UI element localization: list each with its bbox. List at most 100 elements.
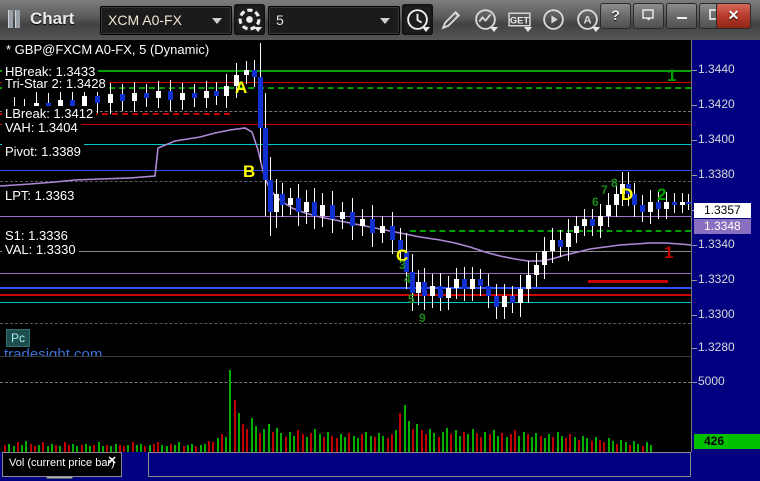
level-line-pivot	[0, 170, 691, 171]
candle-body	[258, 76, 263, 128]
volume-bar	[590, 440, 593, 453]
volume-bar	[314, 428, 317, 453]
price-tick: 1.3440	[692, 62, 735, 76]
candle-body	[274, 194, 279, 213]
candle-body	[598, 215, 603, 227]
minimize-button[interactable]	[666, 3, 697, 29]
volume-bar	[373, 436, 376, 453]
volume-bar	[607, 438, 610, 453]
volume-bar	[144, 446, 147, 453]
candle-body	[542, 250, 547, 265]
study-icon[interactable]	[470, 4, 501, 35]
volume-bar	[89, 446, 91, 453]
volume-bar	[599, 439, 601, 453]
volume-bar	[556, 431, 559, 453]
volume-bar	[106, 445, 108, 453]
close-button[interactable]: ✕	[716, 3, 751, 29]
candle-body	[454, 278, 459, 288]
volume-pointer-icon	[694, 434, 702, 449]
volume-bar	[191, 443, 193, 453]
volume-bar	[186, 445, 189, 453]
volume-bar	[497, 435, 499, 453]
candle-body	[58, 99, 63, 111]
volume-bar	[475, 432, 478, 453]
volume-bar	[203, 443, 206, 453]
marker-num-3: 3	[399, 258, 406, 272]
volume-bar	[650, 445, 652, 453]
price-label-lbreak: LBreak: 1.3412	[2, 106, 97, 122]
candle-body	[510, 296, 515, 304]
volume-bar	[284, 436, 287, 453]
volume-bar	[46, 446, 49, 453]
volume-bar	[305, 436, 308, 453]
get-icon[interactable]: GET	[504, 4, 535, 35]
candle-body	[582, 219, 587, 227]
volume-bar	[25, 440, 28, 453]
clock-icon[interactable]	[402, 4, 433, 35]
volume-bar	[110, 446, 113, 453]
volume-bar	[29, 443, 32, 453]
window-title: Chart	[30, 9, 75, 28]
volume-bar	[293, 435, 295, 453]
candle-body	[416, 282, 421, 293]
volume-bar	[84, 443, 87, 453]
marker-num-4: 4	[404, 272, 411, 286]
candle-body	[410, 271, 415, 293]
candle-body	[430, 285, 435, 297]
volume-bar	[339, 434, 342, 453]
volume-legend-tab[interactable]: Vol (current price bar) ✕	[2, 452, 122, 477]
level-line-green-dash-right	[410, 230, 691, 232]
level-line-red-partial	[588, 280, 668, 283]
chart-area: * GBP@FXCM A0-FX, 5 (Dynamic)	[0, 40, 760, 481]
candle-body	[478, 278, 483, 286]
candle-body	[70, 99, 75, 107]
volume-bar	[382, 435, 385, 453]
price-tick: 1.3400	[692, 132, 735, 146]
candle-body	[404, 250, 409, 272]
price-axis[interactable]: 1.3440 1.3420 1.3400 1.3380 1.3360 1.334…	[691, 40, 760, 452]
candle-body	[82, 96, 87, 107]
price-label-vah: VAH: 1.3404	[2, 120, 81, 136]
candle-body	[398, 240, 403, 251]
volume-bar	[424, 434, 427, 453]
candle-body	[640, 205, 645, 213]
tradesight-link[interactable]: tradesight.com	[4, 346, 103, 356]
marker-num-7: 7	[601, 183, 608, 197]
candle-body	[370, 219, 375, 234]
volume-bar	[458, 435, 461, 453]
candle-body	[360, 219, 365, 227]
help-button[interactable]: ?	[600, 3, 631, 29]
volume-bar	[140, 443, 142, 453]
volume-bar	[548, 434, 550, 453]
candle-body	[686, 201, 691, 204]
candle-body	[574, 226, 579, 234]
volume-bar	[63, 442, 66, 453]
volume-gridline	[0, 382, 691, 383]
volume-bar	[131, 442, 134, 453]
volume-bar	[450, 434, 453, 453]
volume-bar	[216, 438, 219, 453]
pencil-icon[interactable]	[436, 4, 467, 35]
price-pointer-icon	[694, 203, 703, 218]
symbol-combo[interactable]: XCM A0-FX	[100, 6, 232, 35]
volume-bar	[318, 434, 321, 453]
volume-bar	[620, 439, 623, 453]
candle-body	[268, 180, 273, 213]
candle-body	[626, 183, 631, 195]
gear-icon[interactable]	[234, 4, 265, 35]
candle-body	[470, 278, 475, 290]
close-icon[interactable]: ✕	[107, 455, 117, 467]
interval-combo[interactable]: 5	[268, 6, 400, 35]
volume-pane[interactable]	[0, 356, 691, 453]
volume-bar	[246, 428, 249, 453]
price-label-lpt: LPT: 1.3363	[2, 188, 78, 204]
annotation-icon[interactable]: A	[572, 4, 603, 35]
price-pointer-icon	[694, 219, 703, 234]
volume-bar	[416, 423, 419, 453]
volume-bar	[348, 432, 351, 453]
candle-body	[550, 240, 555, 251]
play-icon[interactable]	[538, 4, 569, 35]
restore-button[interactable]	[633, 3, 664, 29]
volume-bar	[645, 442, 648, 453]
price-pane[interactable]: * GBP@FXCM A0-FX, 5 (Dynamic)	[0, 40, 691, 356]
